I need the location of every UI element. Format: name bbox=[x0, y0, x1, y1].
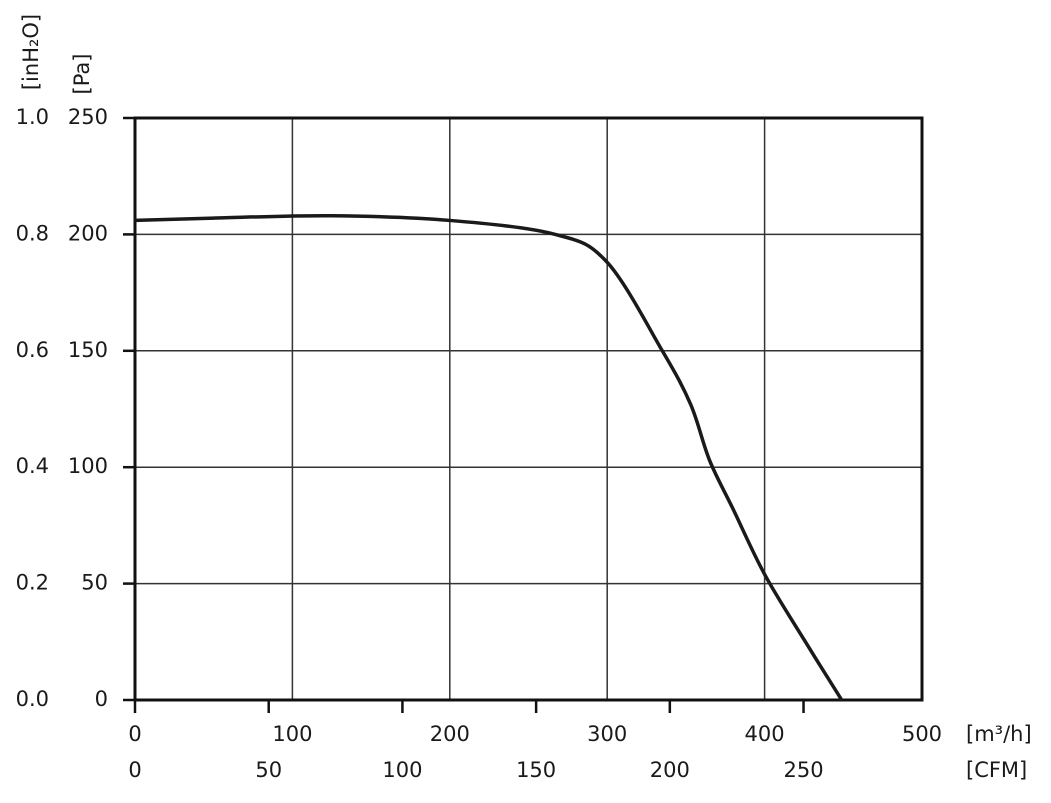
y2-tick-label: 0.4 bbox=[16, 454, 49, 478]
plot-frame bbox=[133, 116, 924, 702]
x2-axis-label: [CFM] bbox=[966, 758, 1027, 782]
x-axis-label: [m³/h] bbox=[966, 722, 1032, 746]
y-tick-label: 250 bbox=[68, 105, 108, 129]
y-tick-label: 100 bbox=[68, 454, 108, 478]
x-tick-label: 0 bbox=[128, 722, 141, 746]
x2-tick-label: 200 bbox=[650, 758, 690, 782]
x-tick-label: 400 bbox=[745, 722, 785, 746]
y2-tick-label: 0.8 bbox=[16, 221, 49, 245]
y-tick-label: 0 bbox=[95, 687, 108, 711]
x-tick-label: 200 bbox=[430, 722, 470, 746]
y2-tick-label: 1.0 bbox=[16, 105, 49, 129]
curve bbox=[134, 213, 844, 701]
x-tick-label: 100 bbox=[272, 722, 312, 746]
y2-tick-label: 0.6 bbox=[16, 338, 49, 362]
x2-tick-label: 150 bbox=[516, 758, 556, 782]
x2-tick-label: 100 bbox=[382, 758, 422, 782]
y2-tick-label: 0.0 bbox=[16, 687, 49, 711]
y-tick-label: 50 bbox=[81, 571, 108, 595]
y2-axis-label: [inH₂O] bbox=[19, 14, 43, 90]
x2-tick-label: 250 bbox=[783, 758, 823, 782]
x-tick-label: 500 bbox=[902, 722, 942, 746]
x-tick-label: 300 bbox=[587, 722, 627, 746]
y2-tick-label: 0.2 bbox=[16, 571, 49, 595]
y-axis-label: [Pa] bbox=[70, 54, 94, 95]
y-tick-label: 200 bbox=[68, 221, 108, 245]
x2-tick-label: 50 bbox=[255, 758, 282, 782]
y-tick-label: 150 bbox=[68, 338, 108, 362]
x2-tick-label: 0 bbox=[128, 758, 141, 782]
